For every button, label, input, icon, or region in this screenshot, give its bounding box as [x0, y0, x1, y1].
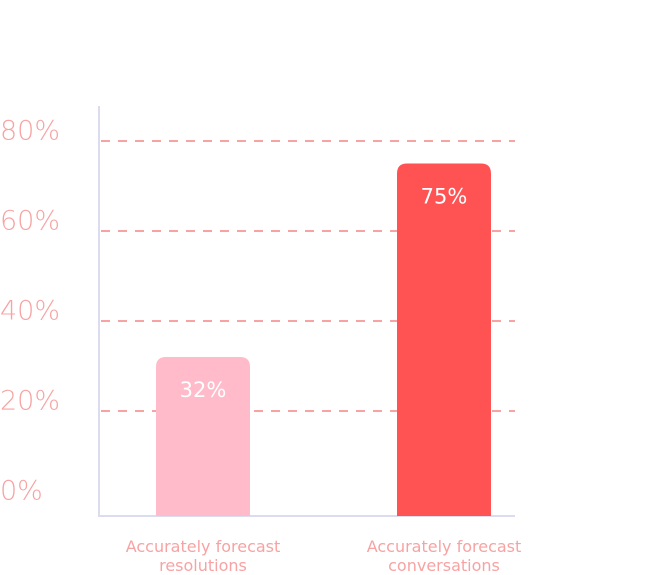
x-tick-label: Accurately forecast resolutions	[125, 537, 281, 575]
x-tick-label: Accurately forecast conversations	[366, 537, 522, 575]
y-tick-label: 20%	[0, 386, 60, 417]
y-tick-label: 80%	[0, 116, 60, 147]
y-tick-label: 60%	[0, 206, 60, 237]
value-label: 75%	[421, 185, 468, 209]
bar	[156, 357, 250, 516]
y-tick-label: 0%	[0, 476, 43, 507]
y-tick-label: 40%	[0, 296, 60, 327]
value-label: 32%	[180, 378, 227, 402]
bar	[397, 163, 491, 516]
